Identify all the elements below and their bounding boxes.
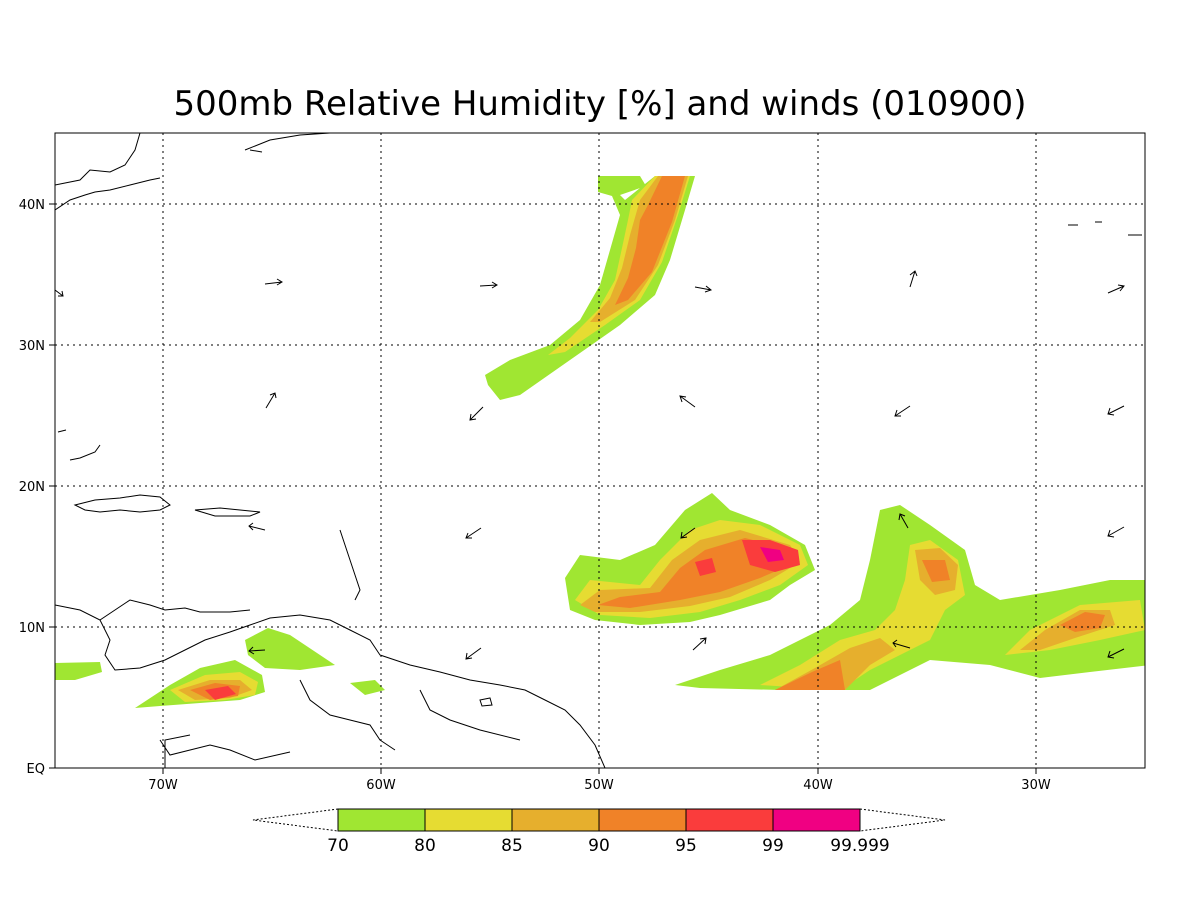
wind-arrow xyxy=(248,646,266,655)
colorbar: 70 80 85 90 95 99 99.999 xyxy=(252,808,946,856)
wind-arrow xyxy=(894,405,911,417)
wind-arrow xyxy=(248,522,266,531)
axis-ticks xyxy=(49,203,1037,774)
lon-label: 30W xyxy=(1021,778,1051,793)
gridlines xyxy=(55,133,1145,768)
colorbar-left-extension xyxy=(252,808,339,832)
wind-arrow xyxy=(465,647,482,660)
colorbar-label: 70 xyxy=(327,836,349,856)
coastlines xyxy=(55,133,1142,768)
lon-label: 60W xyxy=(366,778,396,793)
humidity-band-95-99 xyxy=(205,686,236,700)
wind-arrow xyxy=(909,270,918,288)
wind-arrow xyxy=(892,639,911,649)
wind-arrow xyxy=(1107,526,1125,538)
lat-label: 30N xyxy=(19,339,45,354)
colorbar-label: 90 xyxy=(588,836,610,856)
colorbar-label: 99.999 xyxy=(830,836,889,856)
lat-label: 20N xyxy=(19,480,45,495)
wind-arrow xyxy=(54,289,64,297)
wind-arrow xyxy=(898,513,909,529)
wind-arrow xyxy=(479,281,498,289)
lon-label: 50W xyxy=(584,778,614,793)
colorbar-swatch xyxy=(424,808,513,832)
wind-arrow xyxy=(264,278,283,286)
colorbar-right-extension xyxy=(859,808,946,832)
wind-arrow xyxy=(1107,405,1125,416)
colorbar-swatch xyxy=(772,808,861,832)
colorbar-swatch xyxy=(598,808,687,832)
humidity-band-99-99999 xyxy=(760,547,784,562)
lon-label: 40W xyxy=(803,778,833,793)
wind-arrow xyxy=(1107,284,1125,294)
wind-arrow xyxy=(680,527,696,539)
colorbar-label: 95 xyxy=(675,836,697,856)
lon-label: 70W xyxy=(148,778,178,793)
colorbar-label: 80 xyxy=(414,836,436,856)
colorbar-label: 99 xyxy=(762,836,784,856)
humidity-shading xyxy=(55,176,1145,708)
wind-arrow xyxy=(692,637,707,651)
wind-arrow xyxy=(469,406,484,421)
wind-arrow xyxy=(465,527,482,539)
map-panel: 70W 60W 50W 40W 30W EQ 10N 20N 30N 40N xyxy=(19,132,1146,793)
humidity-band-90-95 xyxy=(598,538,790,608)
longitude-labels: 70W 60W 50W 40W 30W xyxy=(148,778,1051,793)
map-title: 500mb Relative Humidity [%] and winds (0… xyxy=(174,84,1027,124)
humidity-band-90-95 xyxy=(615,176,685,305)
wind-arrow xyxy=(679,395,696,408)
humidity-band-90-95 xyxy=(775,560,1105,690)
lat-label: EQ xyxy=(27,762,45,777)
humidity-band-70-80 xyxy=(55,628,385,708)
colorbar-swatch xyxy=(685,808,774,832)
colorbar-swatch xyxy=(511,808,600,832)
latitude-labels: EQ 10N 20N 30N 40N xyxy=(19,198,45,777)
wind-vectors xyxy=(54,270,1125,660)
wind-arrow xyxy=(1107,648,1125,659)
lat-label: 40N xyxy=(19,198,45,213)
map-frame xyxy=(54,132,1146,769)
colorbar-swatch xyxy=(337,808,426,832)
lat-label: 10N xyxy=(19,621,45,636)
humidity-band-85-90 xyxy=(775,548,1115,690)
wind-arrow xyxy=(265,392,277,409)
wind-arrow xyxy=(694,285,713,293)
colorbar-label: 85 xyxy=(501,836,523,856)
humidity-band-95-99 xyxy=(695,540,800,576)
